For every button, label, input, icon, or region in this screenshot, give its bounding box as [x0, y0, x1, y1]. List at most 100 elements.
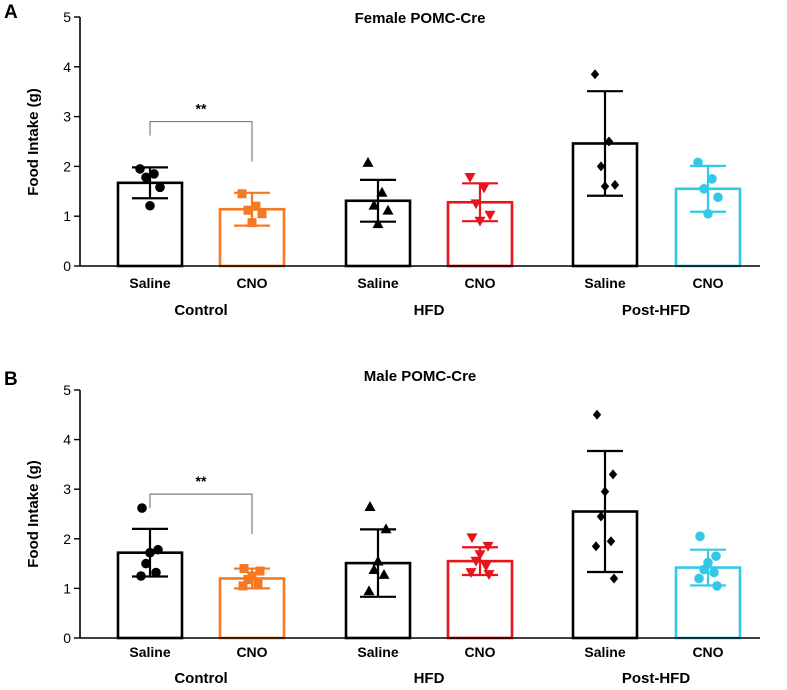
data-point: [695, 531, 705, 542]
category-label: Saline: [129, 644, 170, 660]
y-tick-label: 0: [63, 630, 71, 646]
y-tick-label: 4: [63, 432, 71, 448]
y-axis-label: Food Intake (g): [25, 460, 42, 568]
data-point: [465, 568, 477, 579]
data-point: [609, 573, 619, 584]
data-point: [604, 136, 614, 147]
y-tick-label: 4: [63, 59, 71, 75]
data-point: [151, 567, 161, 578]
chart-title: Female POMC-Cre: [354, 10, 486, 27]
data-point: [135, 164, 145, 174]
y-tick-label: 5: [63, 9, 71, 25]
data-point: [703, 557, 713, 568]
data-point: [253, 578, 263, 588]
data-point: [239, 564, 249, 574]
significance-label: **: [196, 473, 207, 489]
category-label: Saline: [357, 275, 398, 291]
data-point: [363, 585, 375, 596]
y-tick-label: 0: [63, 258, 71, 274]
y-tick-label: 3: [63, 481, 71, 497]
data-point: [713, 192, 723, 203]
data-point: [145, 200, 155, 211]
data-point: [378, 569, 390, 579]
category-label: CNO: [692, 644, 723, 660]
y-tick-label: 5: [63, 382, 71, 398]
data-point: [149, 169, 159, 179]
data-point: [703, 208, 713, 219]
data-point: [606, 536, 616, 547]
category-label: CNO: [236, 275, 267, 291]
data-point: [464, 172, 476, 183]
data-point: [608, 469, 618, 480]
data-point: [137, 503, 147, 513]
data-point: [709, 567, 719, 578]
panel-female-pomc-cre: A Female POMC-Cre 0 1 2 3 4 5 Food Intake (g) S…: [4, 2, 760, 319]
data-point: [368, 199, 380, 210]
y-tick-label: 2: [63, 158, 71, 174]
data-point: [255, 566, 265, 576]
data-point: [145, 547, 155, 558]
category-label: CNO: [464, 275, 495, 291]
category-label: Saline: [357, 644, 398, 660]
data-point: [478, 183, 490, 194]
data-point: [382, 204, 394, 215]
category-label: Saline: [584, 644, 625, 660]
data-point: [484, 210, 496, 221]
data-point: [610, 179, 620, 190]
group-label: HFD: [414, 670, 445, 687]
data-point: [466, 533, 478, 544]
data-point: [380, 523, 392, 534]
category-label: CNO: [692, 275, 723, 291]
y-tick-label: 1: [63, 208, 71, 224]
data-point: [257, 209, 267, 219]
y-tick-label: 3: [63, 109, 71, 125]
data-point: [362, 156, 374, 167]
chart-male: 0 1 2 3 4 5 Food Intake (g) Saline CNO Saline CNO S…: [25, 382, 760, 687]
group-label: Control: [174, 302, 227, 319]
data-point: [474, 216, 486, 227]
data-point: [136, 571, 146, 581]
category-label: Saline: [584, 275, 625, 291]
data-point: [711, 551, 721, 561]
data-point: [693, 157, 703, 168]
data-point: [480, 561, 492, 572]
data-point: [707, 174, 717, 184]
data-point: [372, 218, 384, 229]
data-point: [590, 69, 600, 80]
data-point: [251, 201, 261, 211]
data-point: [592, 409, 602, 420]
data-point: [600, 486, 610, 497]
data-point: [368, 564, 380, 574]
significance-label: **: [196, 101, 207, 117]
panel-letter: B: [4, 369, 18, 390]
data-point: [483, 570, 495, 581]
significance-bracket: [149, 493, 253, 535]
data-point: [376, 186, 388, 197]
data-point: [482, 541, 494, 552]
significance-bracket: [149, 120, 253, 162]
data-point: [596, 511, 606, 522]
data-point: [141, 172, 151, 183]
data-point: [600, 181, 610, 192]
category-label: CNO: [464, 644, 495, 660]
data-point: [243, 574, 253, 584]
data-point: [141, 558, 151, 569]
y-tick-label: 2: [63, 531, 71, 547]
data-point: [238, 581, 248, 591]
data-point: [237, 189, 247, 199]
group-label: Post-HFD: [622, 670, 690, 687]
group-label: HFD: [414, 302, 445, 319]
data-point: [155, 182, 165, 193]
y-tick-label: 1: [63, 580, 71, 596]
data-point: [596, 161, 606, 172]
data-point: [470, 556, 482, 567]
category-label: CNO: [236, 644, 267, 660]
category-label: Saline: [129, 275, 170, 291]
panel-male-pomc-cre: B Male POMC-Cre 0 1 2 3 4 5 Food Intake (g) Sal…: [0, 345, 787, 690]
group-label: Control: [174, 670, 227, 687]
data-point: [712, 581, 722, 591]
y-axis-label: Food Intake (g): [25, 88, 42, 196]
data-point: [243, 205, 253, 215]
group-label: Post-HFD: [622, 302, 690, 319]
chart-title: Male POMC-Cre: [363, 368, 477, 385]
